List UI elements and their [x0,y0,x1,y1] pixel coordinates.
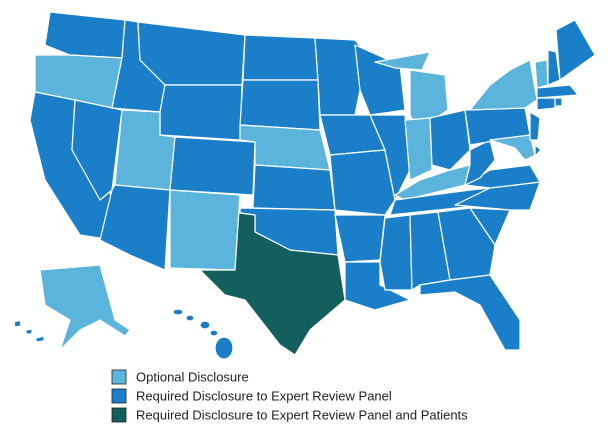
state-region [454,181,541,211]
state-region [242,34,319,81]
legend-swatch [111,369,127,385]
state-region [44,11,126,59]
state-region [534,144,542,157]
legend-label: Required Disclosure to Expert Review Pan… [136,407,468,422]
state-region [374,51,431,71]
state-region [199,194,346,356]
state-region [536,97,556,111]
state-region [529,111,541,141]
state-region [379,214,413,291]
state-region [329,149,396,216]
hawaii-island [209,329,219,337]
hawaii-island [214,336,234,360]
state-region [99,184,171,271]
state-region [419,274,521,351]
state-region [239,79,321,131]
hawaii-island [172,308,184,316]
state-region [169,189,241,271]
state-region [159,84,243,141]
state-region [536,84,579,99]
legend: Optional Disclosure Required Disclosure … [111,369,468,423]
state-region [555,19,596,81]
state-region [35,335,45,343]
state-region [534,59,549,89]
state-region [25,328,33,335]
state-region [334,214,386,263]
state-region [489,134,536,161]
states [13,11,596,360]
state-region [429,109,471,171]
legend-label: Optional Disclosure [136,369,249,384]
state-region [169,136,256,196]
state-region [404,117,433,181]
state-region [369,114,411,201]
legend-label: Required Disclosure to Expert Review Pan… [136,388,392,403]
state-region [554,97,563,107]
state-region [39,264,131,351]
state-region [464,164,541,189]
hawaii-island [185,314,195,322]
legend-swatch [111,388,127,404]
state-region [437,207,496,281]
state-region [469,207,511,246]
state-region [354,44,406,116]
state-region [469,59,538,111]
state-region [13,319,22,328]
hawaii-island [199,320,211,330]
state-region [252,164,336,211]
legend-swatch [111,407,127,423]
